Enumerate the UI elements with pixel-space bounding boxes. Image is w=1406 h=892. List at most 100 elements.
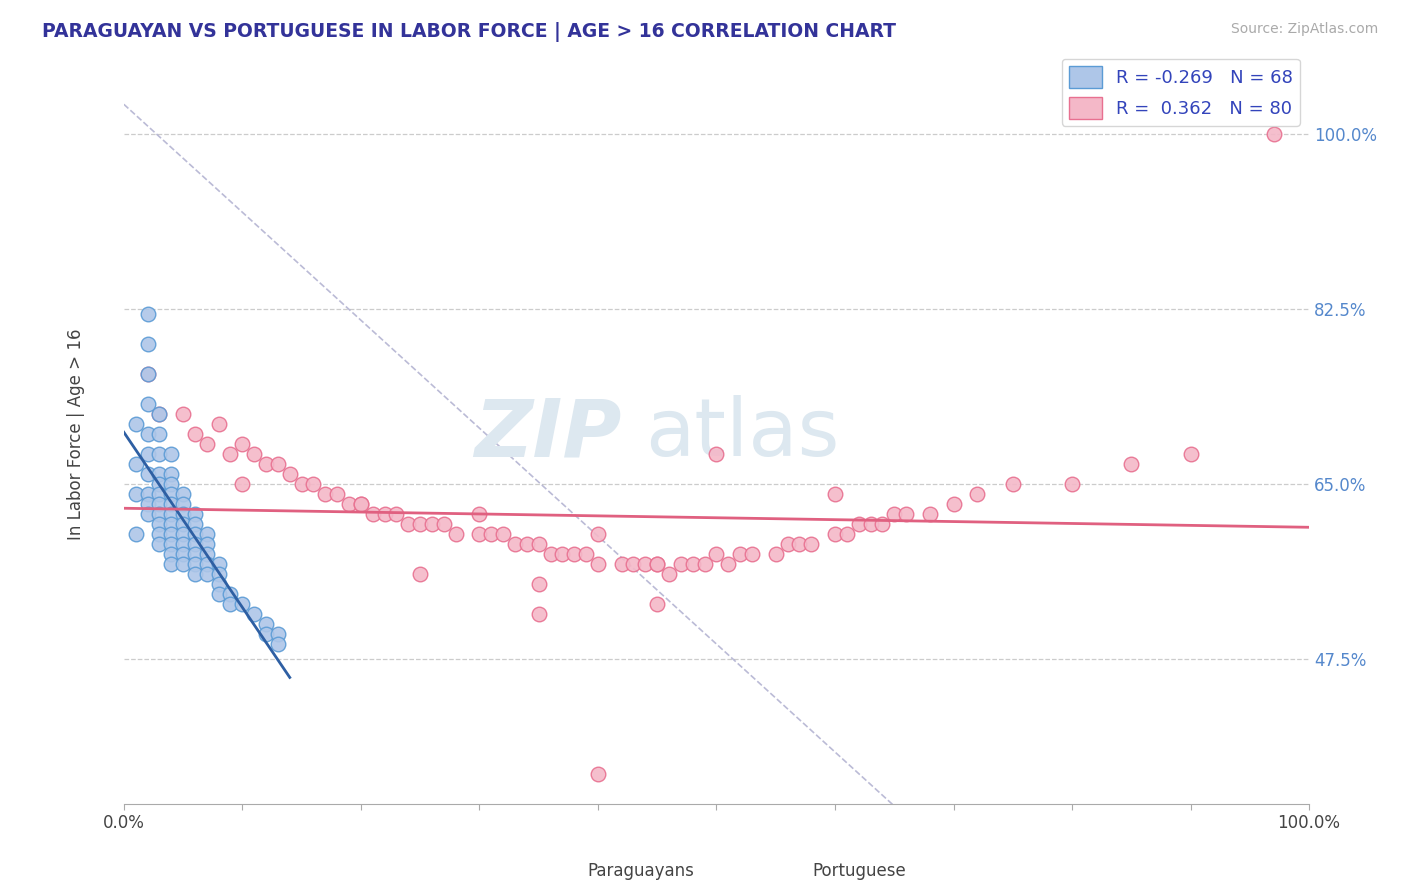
Point bbox=[800, 537, 823, 551]
Point bbox=[148, 487, 170, 501]
Point bbox=[243, 447, 266, 461]
Point bbox=[195, 557, 218, 571]
Point bbox=[184, 557, 207, 571]
Point bbox=[492, 527, 515, 541]
Point bbox=[136, 467, 159, 482]
Point bbox=[302, 477, 325, 491]
Point bbox=[231, 597, 253, 611]
Point bbox=[160, 527, 183, 541]
Point bbox=[1001, 477, 1024, 491]
Legend: R = -0.269   N = 68, R =  0.362   N = 80: R = -0.269 N = 68, R = 0.362 N = 80 bbox=[1062, 59, 1301, 126]
Point bbox=[160, 497, 183, 511]
Point bbox=[337, 497, 360, 511]
FancyBboxPatch shape bbox=[541, 859, 581, 881]
Point bbox=[894, 507, 917, 521]
Text: atlas: atlas bbox=[645, 395, 839, 473]
Point bbox=[160, 447, 183, 461]
Point bbox=[586, 527, 609, 541]
Point bbox=[658, 567, 681, 582]
Text: Paraguayans: Paraguayans bbox=[588, 862, 695, 880]
Point bbox=[503, 537, 526, 551]
Point bbox=[184, 427, 207, 442]
Point bbox=[527, 607, 550, 621]
Point bbox=[184, 517, 207, 532]
Point bbox=[160, 487, 183, 501]
Point bbox=[160, 547, 183, 561]
Point bbox=[468, 507, 491, 521]
Text: ZIP: ZIP bbox=[474, 395, 621, 473]
Point bbox=[420, 517, 443, 532]
Point bbox=[479, 527, 502, 541]
Point bbox=[136, 487, 159, 501]
Point bbox=[172, 557, 194, 571]
Point bbox=[172, 497, 194, 511]
Point bbox=[409, 567, 432, 582]
Point bbox=[883, 507, 905, 521]
Point bbox=[291, 477, 314, 491]
Point bbox=[208, 417, 231, 432]
Point bbox=[254, 457, 277, 471]
Point bbox=[314, 487, 336, 501]
Point bbox=[136, 367, 159, 381]
Point bbox=[326, 487, 349, 501]
Point bbox=[148, 537, 170, 551]
Point bbox=[433, 517, 456, 532]
Point bbox=[148, 507, 170, 521]
Point bbox=[942, 497, 965, 511]
Point bbox=[160, 507, 183, 521]
Point bbox=[136, 397, 159, 411]
Point bbox=[136, 337, 159, 351]
Point bbox=[184, 567, 207, 582]
Point bbox=[254, 617, 277, 632]
Point bbox=[444, 527, 467, 541]
Point bbox=[148, 407, 170, 421]
Point bbox=[172, 487, 194, 501]
Point bbox=[148, 517, 170, 532]
Point bbox=[634, 557, 657, 571]
Point bbox=[645, 597, 668, 611]
Point bbox=[1263, 128, 1285, 142]
Point bbox=[586, 767, 609, 781]
Point bbox=[706, 547, 728, 561]
Point bbox=[136, 507, 159, 521]
Point bbox=[645, 557, 668, 571]
Point bbox=[219, 587, 242, 601]
Point bbox=[551, 547, 574, 561]
Point bbox=[231, 477, 253, 491]
Point bbox=[527, 577, 550, 591]
Point bbox=[645, 557, 668, 571]
Point bbox=[184, 507, 207, 521]
Point bbox=[172, 547, 194, 561]
Point bbox=[160, 467, 183, 482]
Point bbox=[148, 407, 170, 421]
Point bbox=[136, 447, 159, 461]
Point bbox=[267, 457, 290, 471]
Point bbox=[623, 557, 645, 571]
Point bbox=[124, 527, 146, 541]
Point bbox=[824, 487, 846, 501]
Point bbox=[824, 527, 846, 541]
Point bbox=[172, 527, 194, 541]
Point bbox=[184, 537, 207, 551]
Point bbox=[148, 447, 170, 461]
Point bbox=[124, 487, 146, 501]
Text: PARAGUAYAN VS PORTUGUESE IN LABOR FORCE | AGE > 16 CORRELATION CHART: PARAGUAYAN VS PORTUGUESE IN LABOR FORCE … bbox=[42, 22, 896, 42]
Point bbox=[172, 507, 194, 521]
Point bbox=[278, 467, 301, 482]
Point bbox=[208, 577, 231, 591]
Point bbox=[243, 607, 266, 621]
Point bbox=[231, 437, 253, 451]
Point bbox=[136, 307, 159, 321]
Point bbox=[124, 457, 146, 471]
Point bbox=[195, 567, 218, 582]
Point bbox=[184, 547, 207, 561]
Point bbox=[172, 407, 194, 421]
Point bbox=[872, 517, 894, 532]
Point bbox=[409, 517, 432, 532]
Point bbox=[160, 557, 183, 571]
Point bbox=[682, 557, 704, 571]
Point bbox=[859, 517, 882, 532]
Text: Portuguese: Portuguese bbox=[813, 862, 907, 880]
Point bbox=[350, 497, 373, 511]
Point bbox=[396, 517, 419, 532]
